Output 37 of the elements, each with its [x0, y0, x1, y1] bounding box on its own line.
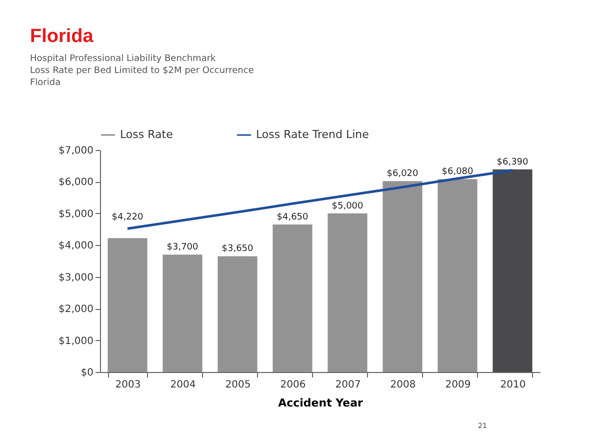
x-tick-label: 2009 — [445, 380, 471, 390]
y-tick-label: $4,000 — [58, 240, 94, 252]
bar — [328, 213, 368, 372]
bar — [382, 181, 422, 372]
bar — [438, 179, 478, 372]
y-tick-label: $5,000 — [58, 208, 94, 220]
y-tick-label: $1,000 — [58, 336, 94, 347]
data-label: $6,080 — [442, 167, 474, 178]
x-tick-label: 2003 — [115, 380, 141, 390]
bar — [108, 238, 148, 372]
y-tick-label: $6,000 — [58, 177, 94, 188]
data-label: $6,020 — [386, 169, 419, 180]
x-tick-label: 2004 — [170, 380, 196, 390]
bar — [272, 224, 312, 372]
legend-label: Loss Rate — [120, 128, 174, 141]
x-axis-title: Accident Year — [278, 396, 364, 410]
chart-subtitle: Hospital Professional Liability Benchmark Loss Rate per Bed Limited to $2M per Occurrence Florida — [30, 54, 254, 88]
bar — [218, 256, 258, 372]
y-tick-label: $7,000 — [58, 146, 94, 156]
y-tick-label: $2,000 — [58, 304, 94, 316]
data-label: $4,650 — [276, 212, 309, 223]
data-label: $5,000 — [332, 201, 364, 212]
x-tick-label: 2010 — [500, 380, 526, 390]
data-label: $3,700 — [166, 242, 199, 253]
y-tick-label: $0 — [80, 368, 94, 378]
x-tick-label: 2005 — [225, 380, 251, 390]
legend-label: Loss Rate Trend Line — [256, 128, 370, 141]
data-label: $4,220 — [112, 212, 144, 223]
chart-title: Florida — [30, 26, 94, 47]
data-label: $3,650 — [222, 244, 254, 254]
x-tick-label: 2006 — [280, 380, 306, 390]
x-tick-label: 2007 — [335, 380, 361, 390]
data-label: $6,390 — [496, 157, 529, 168]
bar — [492, 169, 532, 372]
bar — [162, 254, 202, 372]
x-tick-label: 2008 — [390, 380, 416, 390]
y-tick-label: $3,000 — [58, 272, 94, 284]
